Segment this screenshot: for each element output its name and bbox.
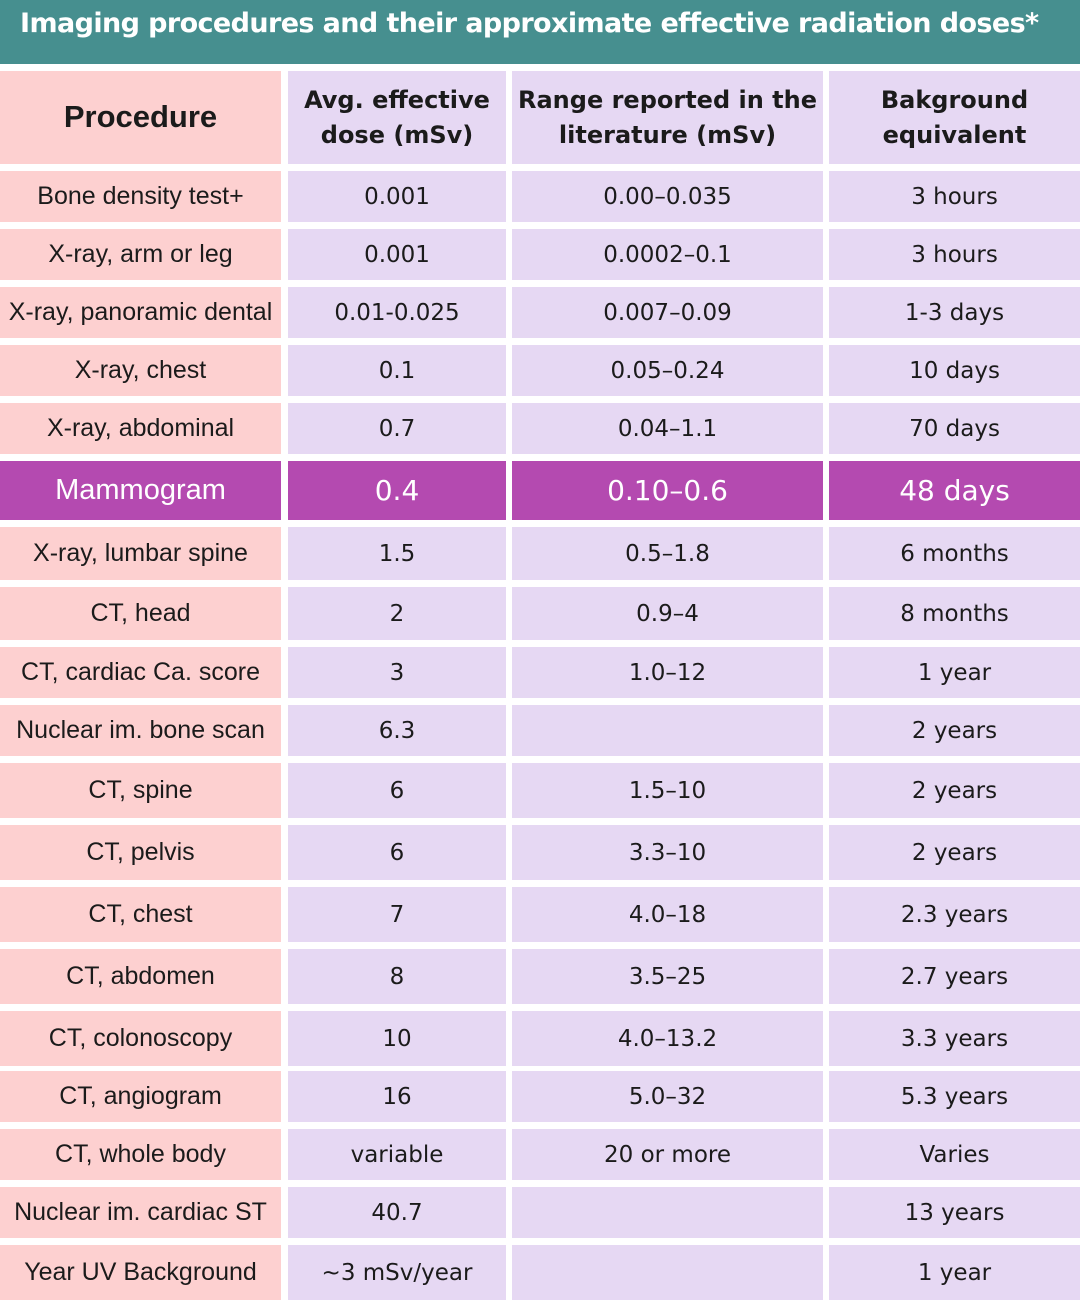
cell-background-equivalent: 1 year bbox=[829, 1245, 1080, 1300]
cell-range: 3.3–10 bbox=[512, 825, 823, 880]
cell-background-equivalent: 2 years bbox=[829, 705, 1080, 756]
cell-range: 0.0002–0.1 bbox=[512, 229, 823, 280]
cell-procedure: CT, spine bbox=[0, 763, 281, 818]
cell-avg-dose: 1.5 bbox=[288, 527, 506, 580]
cell-background-equivalent: 8 months bbox=[829, 587, 1080, 640]
cell-avg-dose: 3 bbox=[288, 647, 506, 698]
cell-avg-dose: 0.1 bbox=[288, 345, 506, 396]
cell-background-equivalent: 1-3 days bbox=[829, 287, 1080, 338]
cell-avg-dose: 2 bbox=[288, 587, 506, 640]
cell-background-equivalent: 3 hours bbox=[829, 229, 1080, 280]
cell-avg-dose: variable bbox=[288, 1129, 506, 1180]
cell-avg-dose: 8 bbox=[288, 949, 506, 1004]
cell-procedure: X-ray, arm or leg bbox=[0, 229, 281, 280]
cell-range: 4.0–13.2 bbox=[512, 1011, 823, 1066]
cell-background-equivalent: 2.7 years bbox=[829, 949, 1080, 1004]
header-background-equivalent: Bakground equivalent bbox=[829, 71, 1080, 164]
cell-range: 0.04–1.1 bbox=[512, 403, 823, 454]
cell-procedure: Bone density test+ bbox=[0, 171, 281, 222]
cell-procedure: CT, chest bbox=[0, 887, 281, 942]
cell-avg-dose: 0.01-0.025 bbox=[288, 287, 506, 338]
cell-avg-dose: 10 bbox=[288, 1011, 506, 1066]
cell-procedure: CT, whole body bbox=[0, 1129, 281, 1180]
cell-background-equivalent: 3 hours bbox=[829, 171, 1080, 222]
cell-procedure: X-ray, abdominal bbox=[0, 403, 281, 454]
cell-range bbox=[512, 1187, 823, 1238]
cell-procedure: Nuclear im. cardiac ST bbox=[0, 1187, 281, 1238]
cell-procedure: CT, pelvis bbox=[0, 825, 281, 880]
header-procedure: Procedure bbox=[0, 71, 281, 164]
cell-procedure: X-ray, lumbar spine bbox=[0, 527, 281, 580]
cell-procedure: CT, head bbox=[0, 587, 281, 640]
cell-range: 0.9–4 bbox=[512, 587, 823, 640]
cell-range: 20 or more bbox=[512, 1129, 823, 1180]
cell-avg-dose: 6 bbox=[288, 825, 506, 880]
cell-background-equivalent: 3.3 years bbox=[829, 1011, 1080, 1066]
header-range: Range reported in the literature (mSv) bbox=[512, 71, 823, 164]
cell-background-equivalent: 2 years bbox=[829, 825, 1080, 880]
cell-background-equivalent: 70 days bbox=[829, 403, 1080, 454]
cell-procedure: CT, colonoscopy bbox=[0, 1011, 281, 1066]
cell-avg-dose: 16 bbox=[288, 1071, 506, 1122]
cell-procedure: Year UV Background bbox=[0, 1245, 281, 1300]
cell-range: 3.5–25 bbox=[512, 949, 823, 1004]
cell-range: 5.0–32 bbox=[512, 1071, 823, 1122]
header-avg-dose: Avg. effective dose (mSv) bbox=[288, 71, 506, 164]
cell-procedure: Mammogram bbox=[0, 461, 281, 520]
cell-range: 0.007–0.09 bbox=[512, 287, 823, 338]
cell-range: 0.00–0.035 bbox=[512, 171, 823, 222]
cell-procedure: CT, cardiac Ca. score bbox=[0, 647, 281, 698]
cell-avg-dose: 6.3 bbox=[288, 705, 506, 756]
cell-background-equivalent: 2.3 years bbox=[829, 887, 1080, 942]
cell-background-equivalent: 6 months bbox=[829, 527, 1080, 580]
cell-avg-dose: ~3 mSv/year bbox=[288, 1245, 506, 1300]
cell-range: 0.10–0.6 bbox=[512, 461, 823, 520]
cell-range: 4.0–18 bbox=[512, 887, 823, 942]
cell-background-equivalent: 5.3 years bbox=[829, 1071, 1080, 1122]
cell-avg-dose: 0.7 bbox=[288, 403, 506, 454]
cell-background-equivalent: 10 days bbox=[829, 345, 1080, 396]
cell-range bbox=[512, 705, 823, 756]
cell-avg-dose: 6 bbox=[288, 763, 506, 818]
title-bar: Imaging procedures and their approximate… bbox=[0, 0, 1080, 64]
cell-range: 0.5–1.8 bbox=[512, 527, 823, 580]
cell-avg-dose: 0.4 bbox=[288, 461, 506, 520]
cell-procedure: X-ray, chest bbox=[0, 345, 281, 396]
cell-procedure: Nuclear im. bone scan bbox=[0, 705, 281, 756]
cell-procedure: X-ray, panoramic dental bbox=[0, 287, 281, 338]
cell-avg-dose: 0.001 bbox=[288, 229, 506, 280]
cell-background-equivalent: 13 years bbox=[829, 1187, 1080, 1238]
cell-avg-dose: 7 bbox=[288, 887, 506, 942]
cell-background-equivalent: Varies bbox=[829, 1129, 1080, 1180]
cell-range: 1.5–10 bbox=[512, 763, 823, 818]
cell-background-equivalent: 1 year bbox=[829, 647, 1080, 698]
cell-range bbox=[512, 1245, 823, 1300]
cell-background-equivalent: 48 days bbox=[829, 461, 1080, 520]
cell-range: 1.0–12 bbox=[512, 647, 823, 698]
cell-procedure: CT, angiogram bbox=[0, 1071, 281, 1122]
cell-range: 0.05–0.24 bbox=[512, 345, 823, 396]
page-title: Imaging procedures and their approximate… bbox=[20, 8, 1039, 39]
cell-avg-dose: 40.7 bbox=[288, 1187, 506, 1238]
cell-avg-dose: 0.001 bbox=[288, 171, 506, 222]
cell-procedure: CT, abdomen bbox=[0, 949, 281, 1004]
cell-background-equivalent: 2 years bbox=[829, 763, 1080, 818]
